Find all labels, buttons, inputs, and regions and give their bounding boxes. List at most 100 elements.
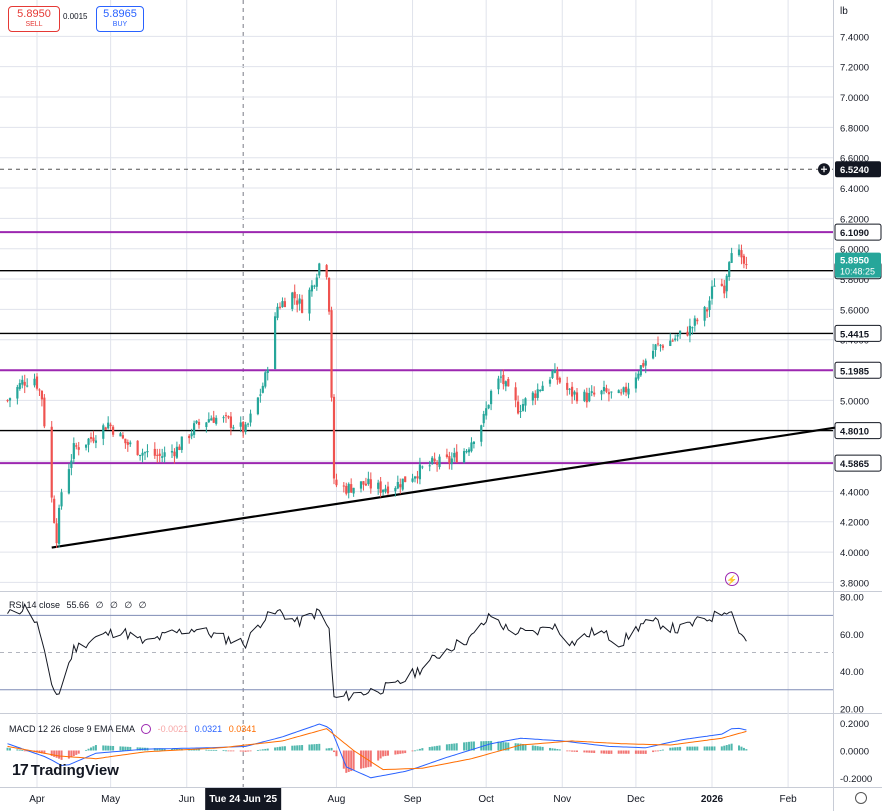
candle-body: [345, 485, 348, 494]
macd-legend-hist: -0.0021: [157, 724, 189, 734]
macd-histogram-bar: [625, 750, 628, 754]
candle-body: [642, 363, 645, 367]
candle-body: [693, 318, 696, 326]
macd-histogram-bar: [742, 747, 745, 751]
candle-body: [107, 422, 110, 429]
candle-body: [205, 422, 208, 428]
candle-body: [502, 374, 505, 385]
candle-body: [740, 250, 743, 258]
candle-body: [399, 484, 402, 488]
macd-histogram-bar: [261, 749, 264, 751]
macd-histogram-bar: [333, 750, 335, 753]
candle-body: [394, 488, 397, 492]
settings-icon[interactable]: [855, 792, 867, 804]
candle-body: [421, 466, 424, 468]
macd-histogram-bar: [225, 750, 227, 752]
macd-histogram-bar: [377, 750, 380, 761]
unit-label[interactable]: lb: [840, 6, 848, 17]
candle-body: [293, 291, 296, 299]
macd-histogram-bar: [291, 745, 294, 751]
macd-histogram-bar: [499, 741, 502, 751]
candle-body: [573, 391, 576, 395]
rsi-legend[interactable]: RSI 14 close 55.66 ∅ ∅ ∅ ∅: [9, 600, 147, 611]
rsi-line: [7, 602, 747, 702]
candle-body: [136, 440, 139, 456]
time-axis: Apr May Jun Tue 24 Jun '25 Aug Sep Oct Nov Dec 20…: [29, 788, 797, 810]
macd-legend[interactable]: MACD 12 26 close 9 EMA EMA -0.0021 0.032…: [9, 724, 256, 734]
candle-body: [482, 413, 485, 424]
candle-body: [53, 498, 56, 523]
candle-body: [659, 344, 662, 346]
candle-body: [330, 310, 333, 398]
macd-histogram-bar: [661, 749, 664, 751]
macd-histogram-bar: [40, 750, 43, 754]
candle-body: [310, 285, 314, 292]
macd-histogram-bar: [465, 742, 468, 751]
buy-button[interactable]: 5.8965 BUY: [96, 6, 144, 32]
candle-body: [418, 464, 422, 480]
candle-body: [109, 424, 112, 427]
candle-body: [173, 451, 176, 457]
macd-histogram-bar: [6, 747, 9, 751]
macd-histogram-bar: [534, 745, 537, 751]
candle-body: [8, 398, 12, 401]
candle-body: [327, 277, 331, 312]
candle-body: [651, 350, 655, 359]
candle-body: [539, 389, 542, 391]
price-tick-label: 5.6000: [840, 305, 869, 316]
candle-body: [593, 392, 596, 395]
candle-body: [367, 478, 370, 485]
candle-body: [129, 442, 132, 445]
candle-body: [558, 377, 561, 383]
macd-histogram-bar: [107, 745, 110, 751]
candle-body: [413, 476, 417, 479]
macd-histogram-bar: [428, 746, 431, 751]
candle-body: [617, 390, 620, 394]
candle-body: [259, 394, 262, 396]
macd-histogram-bar: [301, 745, 304, 751]
macd-histogram-bar: [558, 749, 561, 751]
macd-histogram-bar: [556, 749, 559, 751]
macd-histogram-bar: [485, 741, 488, 751]
sell-button[interactable]: 5.8950 SELL: [8, 6, 60, 32]
macd-histogram-bar: [205, 749, 208, 751]
candle-body: [669, 340, 672, 346]
time-tick-label: Apr: [29, 794, 45, 805]
macd-histogram-bar: [725, 745, 728, 751]
candle-body: [55, 523, 58, 544]
price-tick-label: 6.4000: [840, 184, 869, 195]
candle-body: [379, 481, 382, 493]
candle-body: [377, 482, 380, 489]
candle-body: [190, 433, 193, 437]
macd-histogram-bar: [463, 742, 466, 751]
time-tick-label: 2026: [701, 794, 724, 805]
macd-histogram-bar: [210, 749, 213, 751]
macd-histogram-bar: [212, 749, 215, 751]
indicator-settings-icon[interactable]: [141, 724, 152, 734]
macd-histogram-bar: [642, 750, 645, 754]
macd-histogram-bar: [244, 750, 247, 752]
macd-histogram-bar: [610, 750, 613, 754]
macd-tick-label: -0.2000: [840, 774, 872, 785]
macd-histogram-bar: [669, 747, 672, 751]
macd-histogram-bar: [627, 750, 630, 754]
candle-body: [453, 453, 456, 458]
macd-histogram-bar: [593, 750, 596, 754]
candle-body: [728, 262, 731, 277]
macd-histogram-bar: [23, 750, 26, 752]
candle-body: [50, 426, 53, 498]
macd-histogram-bar: [590, 750, 593, 753]
tv-logo-icon: 17: [12, 762, 29, 779]
macd-histogram-bar: [242, 750, 245, 752]
sell-label: SELL: [25, 21, 43, 28]
countdown-label: 10:48:25: [840, 267, 875, 277]
macd-tick-label: 0.2000: [840, 719, 869, 730]
candle-body: [516, 401, 520, 414]
candle-body: [332, 396, 336, 479]
lightning-icon[interactable]: ⚡: [725, 572, 739, 586]
candle-body: [102, 425, 105, 439]
macd-histogram-bar: [416, 749, 419, 751]
candle-body: [435, 462, 439, 465]
candle-body: [553, 369, 557, 373]
